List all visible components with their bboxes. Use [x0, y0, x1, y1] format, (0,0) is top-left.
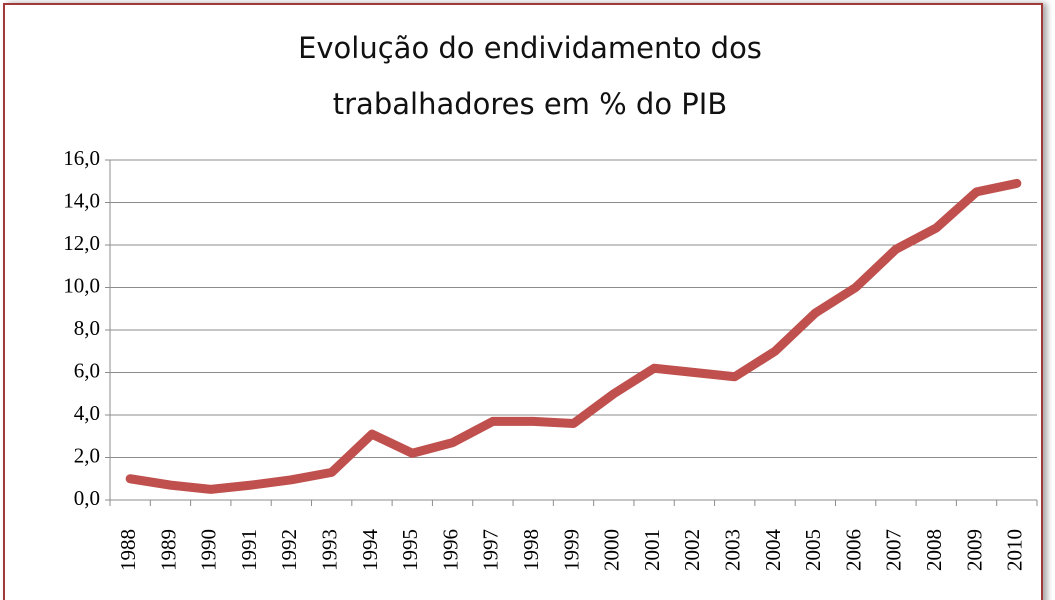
x-tick-label: 1995 [398, 529, 422, 571]
x-tick-label: 1989 [156, 529, 180, 571]
x-tick-label: 2005 [801, 529, 825, 571]
x-tick-label: 2006 [841, 529, 865, 571]
x-tick-label: 1993 [317, 529, 341, 571]
x-tick-label: 1996 [438, 529, 462, 571]
x-tick-label: 2003 [721, 529, 745, 571]
y-tick-label: 10,0 [63, 273, 100, 297]
x-tick-label: 2001 [640, 529, 664, 571]
x-tick-label: 2010 [1003, 529, 1027, 571]
x-tick-label: 1994 [358, 529, 382, 572]
x-tick-label: 1999 [559, 529, 583, 571]
y-tick-label: 2,0 [74, 443, 100, 467]
x-tick-label: 2002 [680, 529, 704, 571]
x-tick-label: 2008 [922, 529, 946, 571]
line-series [125, 178, 1022, 494]
x-tick-label: 1992 [277, 529, 301, 571]
y-tick-label: 12,0 [63, 231, 100, 255]
chart-title: Evolução do endividamento dos trabalhado… [298, 31, 762, 121]
x-tick-label: 2009 [962, 529, 986, 571]
x-tick-label: 1988 [116, 529, 140, 571]
x-tick-label: 1998 [519, 529, 543, 571]
y-tick-label: 6,0 [74, 358, 100, 382]
y-tick-label: 4,0 [74, 401, 100, 425]
x-tick-label: 2007 [882, 529, 906, 571]
y-tick-label: 0,0 [74, 486, 100, 510]
x-tick-label: 2004 [761, 529, 785, 572]
x-tick-label: 1997 [479, 529, 503, 571]
x-tick-label: 1990 [197, 529, 221, 571]
x-tick-label: 2000 [600, 529, 624, 571]
y-tick-label: 14,0 [63, 188, 100, 212]
chart-frame [3, 3, 1043, 600]
x-tick-label: 1991 [237, 529, 261, 571]
y-tick-label: 16,0 [63, 146, 100, 170]
y-tick-label: 8,0 [74, 316, 100, 340]
